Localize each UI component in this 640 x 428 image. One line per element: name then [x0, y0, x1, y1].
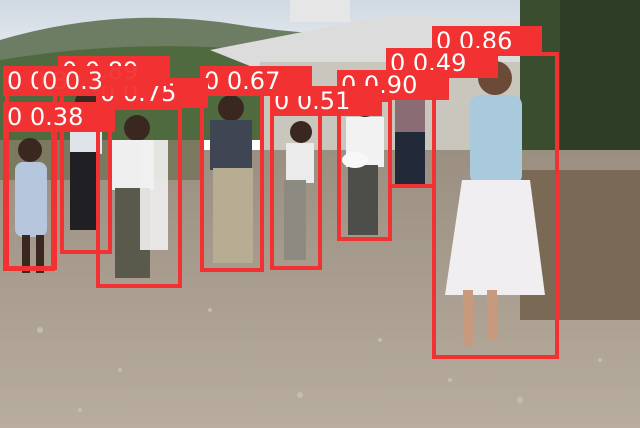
person-boy-throwing	[284, 121, 314, 260]
detection-box-d4	[270, 108, 322, 270]
detection-label-d10: 0 0.3	[38, 66, 138, 96]
detection-label-d5: 0 0.67	[200, 66, 312, 96]
detection-box-d9	[3, 125, 55, 271]
detection-box-d6	[96, 106, 182, 288]
detection-box-d5	[200, 92, 264, 272]
person-girl-white-skirt	[445, 61, 545, 345]
detection-label-d9: 0 0.38	[3, 102, 115, 132]
person-boy-front-left	[112, 115, 168, 278]
detection-box-d3	[337, 98, 392, 241]
person-boy-striped-shirt	[210, 95, 253, 263]
person-girl-dress	[15, 138, 47, 273]
detection-box-d1	[432, 52, 559, 359]
